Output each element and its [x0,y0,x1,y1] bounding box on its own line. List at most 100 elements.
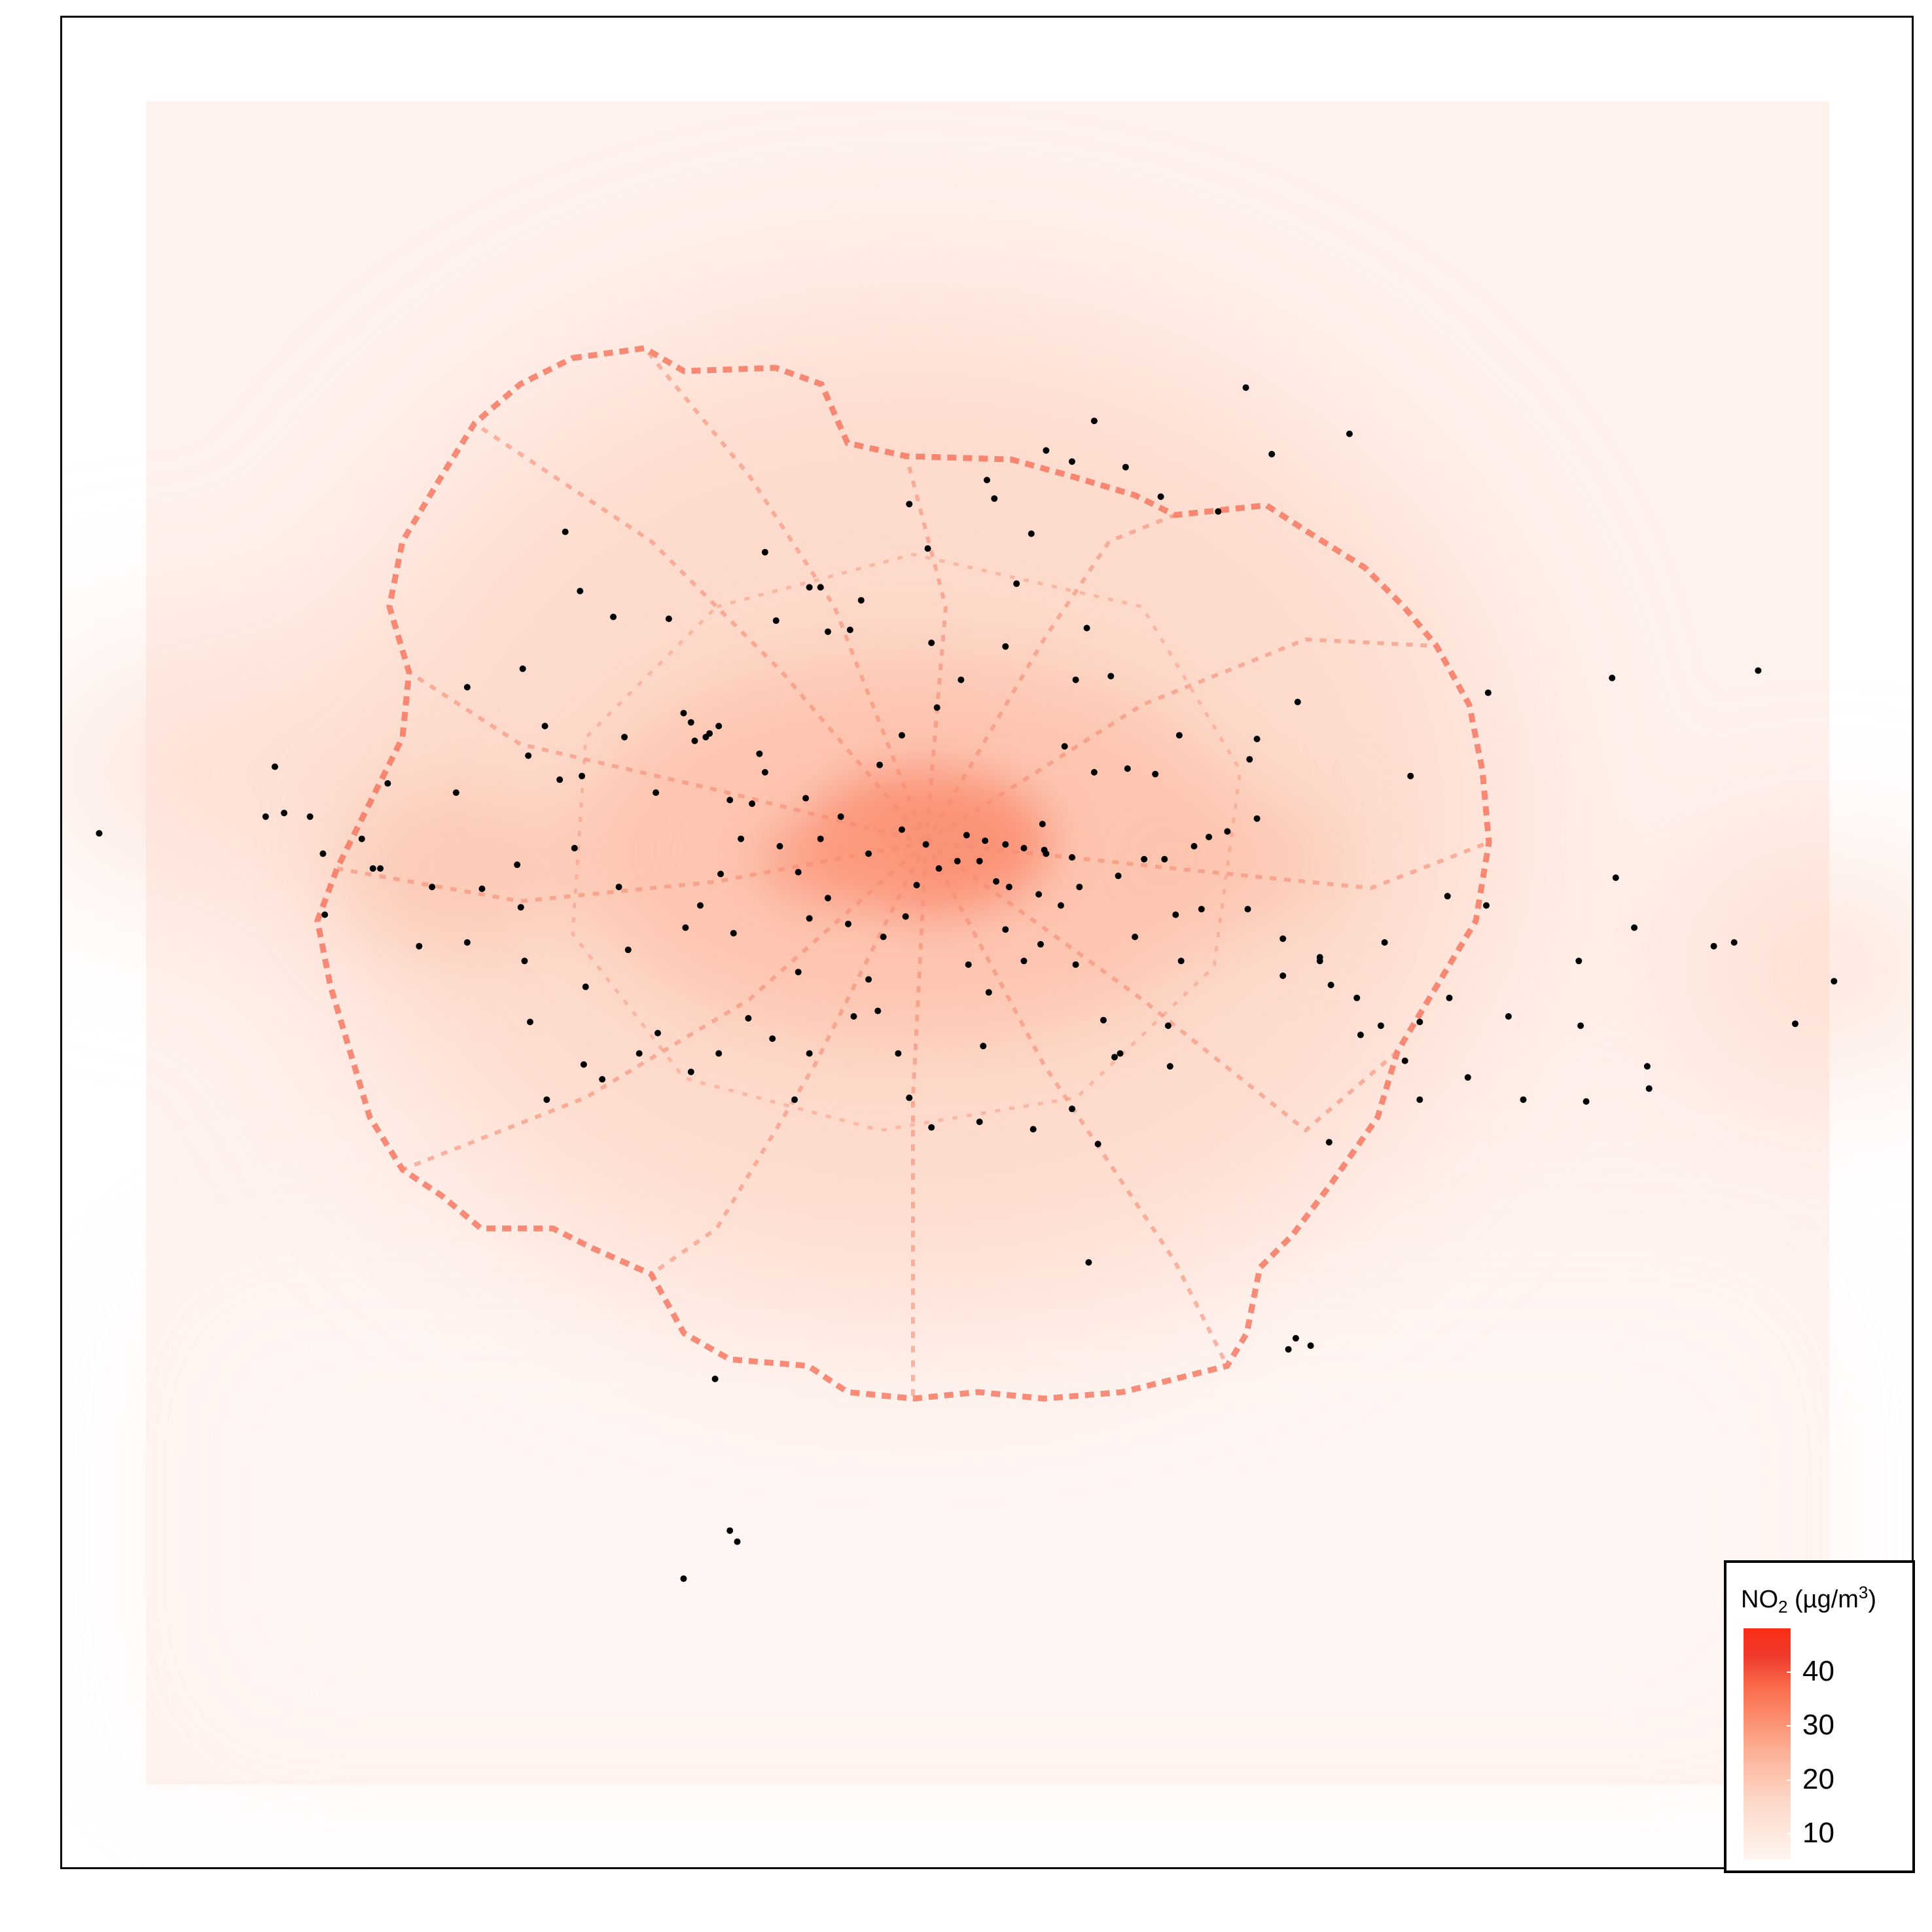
monitoring-site [519,665,526,672]
monitoring-site [517,904,524,911]
monitoring-site [1831,978,1838,985]
monitoring-site [1161,855,1168,863]
monitoring-site [1246,756,1253,763]
monitoring-site [935,865,942,872]
radial-roads [336,347,1490,1399]
monitoring-site [1377,1022,1384,1029]
monitoring-site [527,1018,533,1026]
monitoring-site [1353,994,1361,1001]
monitoring-site [610,613,617,620]
monitoring-site [761,548,768,556]
monitoring-site [1020,844,1028,851]
monitoring-site [1645,1085,1653,1092]
monitoring-site [776,843,783,850]
monitoring-site [1002,926,1009,933]
monitoring-site [1609,674,1616,681]
monitoring-site [906,501,913,508]
monitoring-site [281,810,288,817]
monitoring-site [857,597,865,604]
monitoring-site [899,826,905,833]
monitoring-site [1520,1096,1527,1103]
monitoring-site [1100,1016,1107,1024]
monitoring-site [1285,1346,1292,1353]
monitoring-site [730,929,737,937]
monitoring-site [1575,957,1583,965]
legend-tick [1787,1672,1792,1673]
monitoring-site [653,789,660,796]
monitoring-site [1381,939,1388,946]
monitoring-site [795,969,802,976]
monitoring-site [1279,972,1287,979]
monitoring-site [806,584,813,591]
monitoring-site [817,584,824,591]
monitoring-site [976,857,983,865]
monitoring-site [452,789,459,796]
monitoring-site [654,1029,661,1037]
monitoring-site [543,1096,550,1103]
legend-tick [1787,1780,1792,1781]
monitoring-site [837,813,844,820]
monitoring-site [1416,1018,1423,1026]
monitoring-site [895,1050,902,1057]
monitoring-site [272,763,278,770]
monitoring-site [1083,624,1090,632]
monitoring-site [1069,458,1075,465]
monitoring-site [1020,957,1028,965]
monitoring-site [880,933,887,940]
monitoring-site [865,976,872,983]
monitoring-site [924,545,931,552]
monitoring-site [1583,1098,1590,1105]
monitoring-site [980,1043,987,1050]
monitoring-site [680,709,687,717]
monitoring-site [1357,1031,1364,1039]
monitoring-site [715,1050,723,1057]
monitoring-site [416,942,423,950]
monitoring-site [795,868,802,876]
monitoring-site [1094,1141,1101,1147]
monitoring-site [1028,530,1035,537]
legend-tick [1787,1833,1792,1834]
monitoring-site [1316,957,1323,965]
monitoring-site [1002,841,1009,848]
monitoring-site [985,989,992,996]
monitoring-site [1013,580,1020,587]
monitoring-site [1710,942,1717,950]
monitoring-site [1039,821,1046,828]
legend-tick-label: 20 [1802,1763,1834,1795]
monitoring-site [1029,1126,1037,1133]
monitoring-site [1206,833,1213,840]
monitoring-site [525,752,532,759]
monitoring-site [1175,732,1183,739]
monitoring-site [845,920,851,927]
raster-surface [62,101,1912,1785]
monitoring-site [582,983,589,990]
monitoring-site [665,615,672,622]
monitoring-site [1253,815,1261,822]
monitoring-site [1612,874,1619,882]
monitoring-site [1505,1013,1512,1020]
monitoring-site [463,684,471,690]
monitoring-site [1124,765,1131,772]
monitoring-site [1325,1139,1333,1146]
monitoring-site [1484,689,1492,696]
monitoring-site [1307,1342,1314,1350]
monitoring-site [902,913,909,920]
monitoring-site [541,723,548,730]
monitoring-site [761,769,768,776]
monitoring-site [1401,1057,1408,1064]
monitoring-site [865,850,872,857]
monitoring-site [825,895,831,902]
monitoring-site [478,885,486,892]
monitoring-site [976,1118,983,1126]
monitoring-site [913,882,920,889]
monitoring-site [1268,450,1276,457]
monitoring-site [1346,430,1353,437]
monitoring-site [691,738,698,744]
monitoring-site [876,761,884,768]
monitoring-site [1190,843,1198,850]
monitoring-site [1444,893,1451,900]
monitoring-site [928,639,935,647]
monitoring-site [906,1094,913,1101]
monitoring-site [734,1538,741,1545]
map-panel [60,16,1914,1869]
